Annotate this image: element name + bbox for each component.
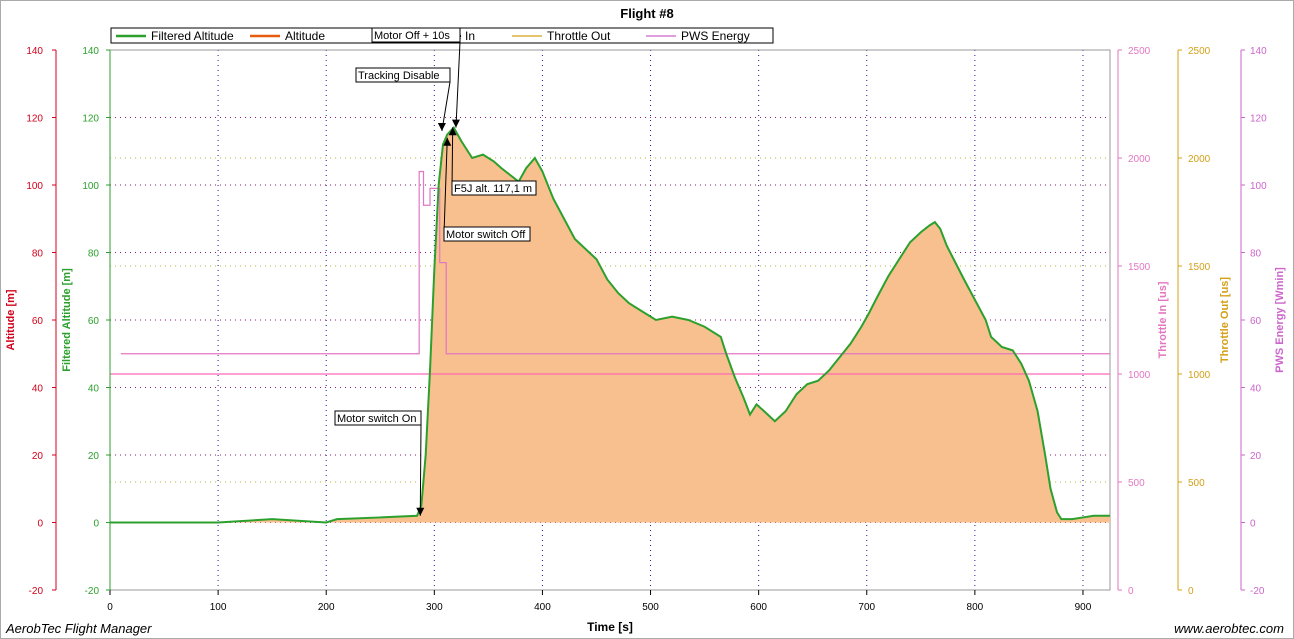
- legend-label: Throttle Out: [547, 29, 611, 43]
- pws_energy-tick-label: 140: [1250, 46, 1267, 57]
- altitude-tick-label: 120: [26, 114, 43, 125]
- throttle_in-tick-label: 0: [1128, 586, 1134, 597]
- annotation-arrow: [416, 507, 425, 516]
- pws_energy-tick-label: 40: [1250, 384, 1262, 395]
- x-tick-label: 300: [426, 602, 443, 613]
- annotation-leader: [455, 41, 461, 128]
- altitude-tick-label: 60: [32, 316, 44, 327]
- area-layer: [110, 127, 1110, 523]
- filtered_altitude-tick-label: 120: [82, 114, 99, 125]
- annotation-box: [334, 410, 422, 426]
- annotation-leader: [441, 81, 451, 132]
- annotation-label: F5J alt. 117,1 m: [454, 183, 532, 195]
- throttle_out-tick-label: 2500: [1188, 46, 1211, 57]
- x-tick-label: 100: [210, 602, 227, 613]
- pws_energy-tick-label: -20: [1250, 586, 1265, 597]
- throttle_out-axis-title: Throttle Out [us]: [1219, 277, 1231, 363]
- annotation-leader: [451, 127, 454, 189]
- pws_energy-tick-label: 100: [1250, 181, 1267, 192]
- x-tick-label: 800: [967, 602, 984, 613]
- axes-layer: 0 100 200 300 400 500 600 700 800 900-20020406080…: [5, 46, 1286, 613]
- x-tick-label: 500: [642, 602, 659, 613]
- x-axis-label: Time [s]: [587, 620, 633, 634]
- throttle_in-tick-label: 2000: [1128, 154, 1151, 165]
- line-layer: [110, 125, 1110, 524]
- x-tick-label: 400: [534, 602, 551, 613]
- filtered_altitude-tick-label: 60: [88, 316, 100, 327]
- filtered_altitude-tick-label: 0: [93, 519, 99, 530]
- throttle_out-tick-label: 1500: [1188, 262, 1211, 273]
- annotation-label: Motor switch On: [337, 413, 416, 425]
- filtered_altitude-tick-label: 140: [82, 46, 99, 57]
- annotation-box: [355, 67, 451, 83]
- throttle_out-tick-label: 500: [1188, 478, 1205, 489]
- x-tick-label: 600: [750, 602, 767, 613]
- throttle_in-tick-label: 1000: [1128, 370, 1151, 381]
- annotation-box: [443, 226, 531, 242]
- altitude-tick-label: 40: [32, 384, 44, 395]
- throttle_out-tick-label: 1000: [1188, 370, 1211, 381]
- legend-label: Altitude: [285, 29, 325, 43]
- altitude-tick-label: 140: [26, 46, 43, 57]
- pws_energy-tick-label: 80: [1250, 249, 1262, 260]
- legend-label: Filtered Altitude: [151, 29, 234, 43]
- filtered_altitude-tick-label: -20: [85, 586, 100, 597]
- altitude-tick-label: 0: [37, 519, 43, 530]
- throttle_out-tick-label: 2000: [1188, 154, 1211, 165]
- chart-title: Flight #8: [620, 6, 673, 21]
- filtered-altitude-line: [110, 125, 1110, 524]
- throttle_in-tick-label: 500: [1128, 478, 1145, 489]
- pws_energy-tick-label: 60: [1250, 316, 1262, 327]
- annotation-leader: [419, 424, 422, 516]
- pws_energy-tick-label: 0: [1250, 519, 1256, 530]
- annotation-arrow: [451, 119, 460, 128]
- x-tick-label: 900: [1075, 602, 1092, 613]
- annotation-label: Motor Off + 10s: [374, 30, 450, 42]
- throttle_in-tick-label: 1500: [1128, 262, 1151, 273]
- filtered-altitude-area: [110, 127, 1110, 523]
- annotation-layer: Motor switch On Motor Off + 10s Tracking D…: [334, 27, 537, 516]
- filtered_altitude-tick-label: 40: [88, 384, 100, 395]
- filtered_altitude-tick-label: 80: [88, 249, 100, 260]
- annotation-arrow: [448, 127, 457, 136]
- annotation-label: Motor switch Off: [446, 229, 526, 241]
- x-tick-label: 0: [107, 602, 113, 613]
- altitude-axis-title: Altitude [m]: [5, 289, 17, 350]
- pws_energy-tick-label: 120: [1250, 114, 1267, 125]
- annotation-arrow: [437, 123, 446, 131]
- pws_energy-tick-label: 20: [1250, 451, 1262, 462]
- pws_energy-axis-title: PWS Energy [Wmin]: [1274, 267, 1286, 373]
- annotation-box: [451, 180, 537, 196]
- annotation-arrow: [443, 137, 452, 146]
- altitude-tick-label: 20: [32, 451, 44, 462]
- x-tick-label: 700: [858, 602, 875, 613]
- altitude-tick-label: -20: [29, 586, 44, 597]
- throttle_in-tick-label: 2500: [1128, 46, 1151, 57]
- throttle_in-axis-title: Throttle In [us]: [1157, 281, 1169, 358]
- legend-label: PWS Energy: [681, 29, 750, 43]
- filtered_altitude-axis-title: Filtered Altitude [m]: [61, 268, 73, 372]
- altitude-tick-label: 100: [26, 181, 43, 192]
- filtered_altitude-tick-label: 20: [88, 451, 100, 462]
- footer-app-name: AerobTec Flight Manager: [6, 621, 152, 636]
- x-tick-label: 200: [318, 602, 335, 613]
- pws-energy-line: [120, 170, 1110, 355]
- altitude-tick-label: 80: [32, 249, 44, 260]
- annotation-leader: [443, 137, 448, 235]
- annotation-label: Tracking Disable: [358, 70, 440, 82]
- throttle_out-tick-label: 0: [1188, 586, 1194, 597]
- annotation-box: [371, 27, 461, 43]
- filtered_altitude-tick-label: 100: [82, 181, 99, 192]
- footer-website: www.aerobtec.com: [1174, 621, 1284, 636]
